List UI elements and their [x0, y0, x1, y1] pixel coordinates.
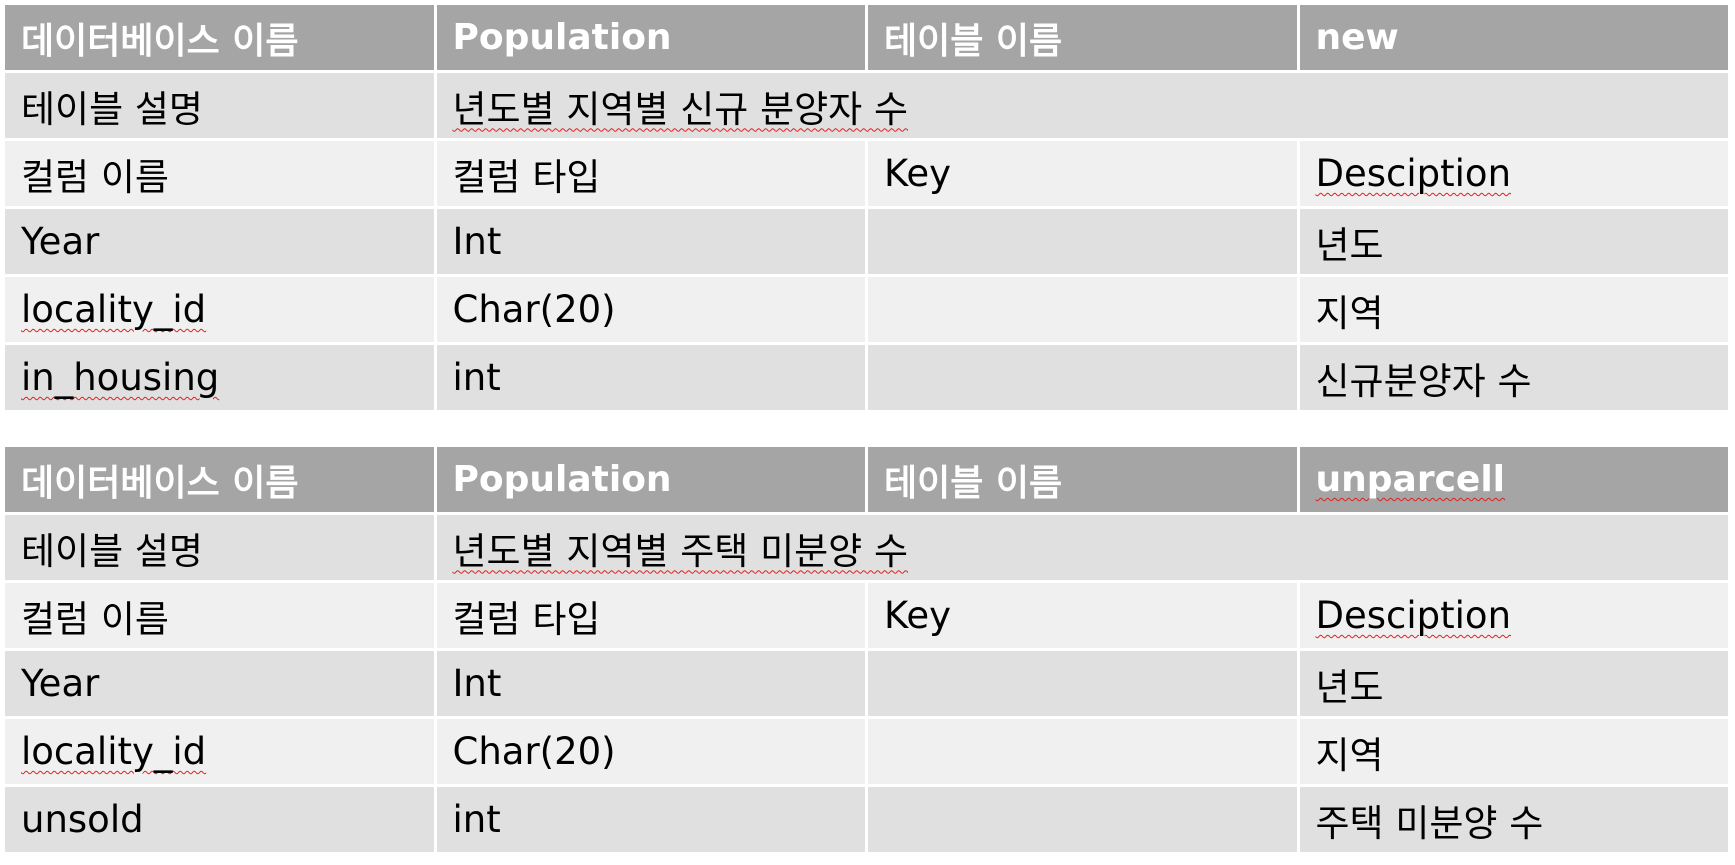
table-name-label: 테이블 이름: [865, 444, 1300, 515]
column-key: [865, 342, 1300, 413]
column-key: [865, 648, 1300, 719]
database-name-label: 데이터베이스 이름: [2, 444, 437, 515]
table-row: unsold int 주택 미분양 수: [2, 784, 1731, 855]
table-header-row: 데이터베이스 이름 Population 테이블 이름 new: [2, 2, 1731, 73]
column-header-type: 컬럼 타입: [433, 138, 868, 209]
column-name: locality_id: [21, 730, 207, 773]
column-header-row: 컬럼 이름 컬럼 타입 Key Desciption: [2, 138, 1731, 209]
table-description-row: 테이블 설명 년도별 지역별 신규 분양자 수: [2, 70, 1731, 141]
table-description-value: 년도별 지역별 신규 분양자 수: [452, 87, 909, 131]
column-header-description-cell: Desciption: [1296, 138, 1731, 209]
table-description-cell: 년도별 지역별 주택 미분양 수: [433, 512, 1731, 583]
column-header-row: 컬럼 이름 컬럼 타입 Key Desciption: [2, 580, 1731, 651]
column-name: Year: [2, 206, 437, 277]
table-row: locality_id Char(20) 지역: [2, 716, 1731, 787]
column-name-cell: in_housing: [2, 342, 437, 413]
table-description-label: 테이블 설명: [2, 70, 437, 141]
table-name-value: unparcell: [1315, 459, 1506, 500]
column-header-description: Desciption: [1315, 594, 1512, 637]
column-header-type: 컬럼 타입: [433, 580, 868, 651]
column-name: unsold: [2, 784, 437, 855]
column-name: Year: [2, 648, 437, 719]
column-description: 신규분양자 수: [1296, 342, 1731, 413]
column-description: 주택 미분양 수: [1296, 784, 1731, 855]
database-name-value: Population: [433, 2, 868, 73]
column-header-description-cell: Desciption: [1296, 580, 1731, 651]
table-description-value: 년도별 지역별 주택 미분양 수: [452, 529, 909, 573]
column-key: [865, 206, 1300, 277]
column-name-cell: locality_id: [2, 274, 437, 345]
column-name-cell: locality_id: [2, 716, 437, 787]
column-description: 년도: [1296, 206, 1731, 277]
column-name: locality_id: [21, 288, 207, 331]
column-type: Int: [433, 648, 868, 719]
table-row: locality_id Char(20) 지역: [2, 274, 1731, 345]
table-row: Year Int 년도: [2, 206, 1731, 277]
database-name-value: Population: [433, 444, 868, 515]
table-header-row: 데이터베이스 이름 Population 테이블 이름 unparcell: [2, 444, 1731, 515]
table-description-label: 테이블 설명: [2, 512, 437, 583]
table-description-row: 테이블 설명 년도별 지역별 주택 미분양 수: [2, 512, 1731, 583]
table-row: in_housing int 신규분양자 수: [2, 342, 1731, 413]
column-header-key: Key: [865, 138, 1300, 209]
column-type: Char(20): [433, 274, 868, 345]
column-header-name: 컬럼 이름: [2, 580, 437, 651]
column-type: int: [433, 784, 868, 855]
database-name-label: 데이터베이스 이름: [2, 2, 437, 73]
column-description: 지역: [1296, 274, 1731, 345]
table-description-cell: 년도별 지역별 신규 분양자 수: [433, 70, 1731, 141]
column-key: [865, 274, 1300, 345]
column-description: 지역: [1296, 716, 1731, 787]
table-row: Year Int 년도: [2, 648, 1731, 719]
column-type: int: [433, 342, 868, 413]
table-name-label: 테이블 이름: [865, 2, 1300, 73]
table-spec-unparcell: 데이터베이스 이름 Population 테이블 이름 unparcell 테이…: [2, 444, 1731, 855]
column-type: Char(20): [433, 716, 868, 787]
column-header-name: 컬럼 이름: [2, 138, 437, 209]
column-header-description: Desciption: [1315, 152, 1512, 195]
table-name-value: new: [1296, 2, 1731, 73]
column-header-key: Key: [865, 580, 1300, 651]
table-spec-new: 데이터베이스 이름 Population 테이블 이름 new 테이블 설명 년…: [2, 2, 1731, 413]
table-name-value-cell: unparcell: [1296, 444, 1731, 515]
column-key: [865, 716, 1300, 787]
column-name: in_housing: [21, 356, 220, 399]
column-key: [865, 784, 1300, 855]
column-description: 년도: [1296, 648, 1731, 719]
column-type: Int: [433, 206, 868, 277]
